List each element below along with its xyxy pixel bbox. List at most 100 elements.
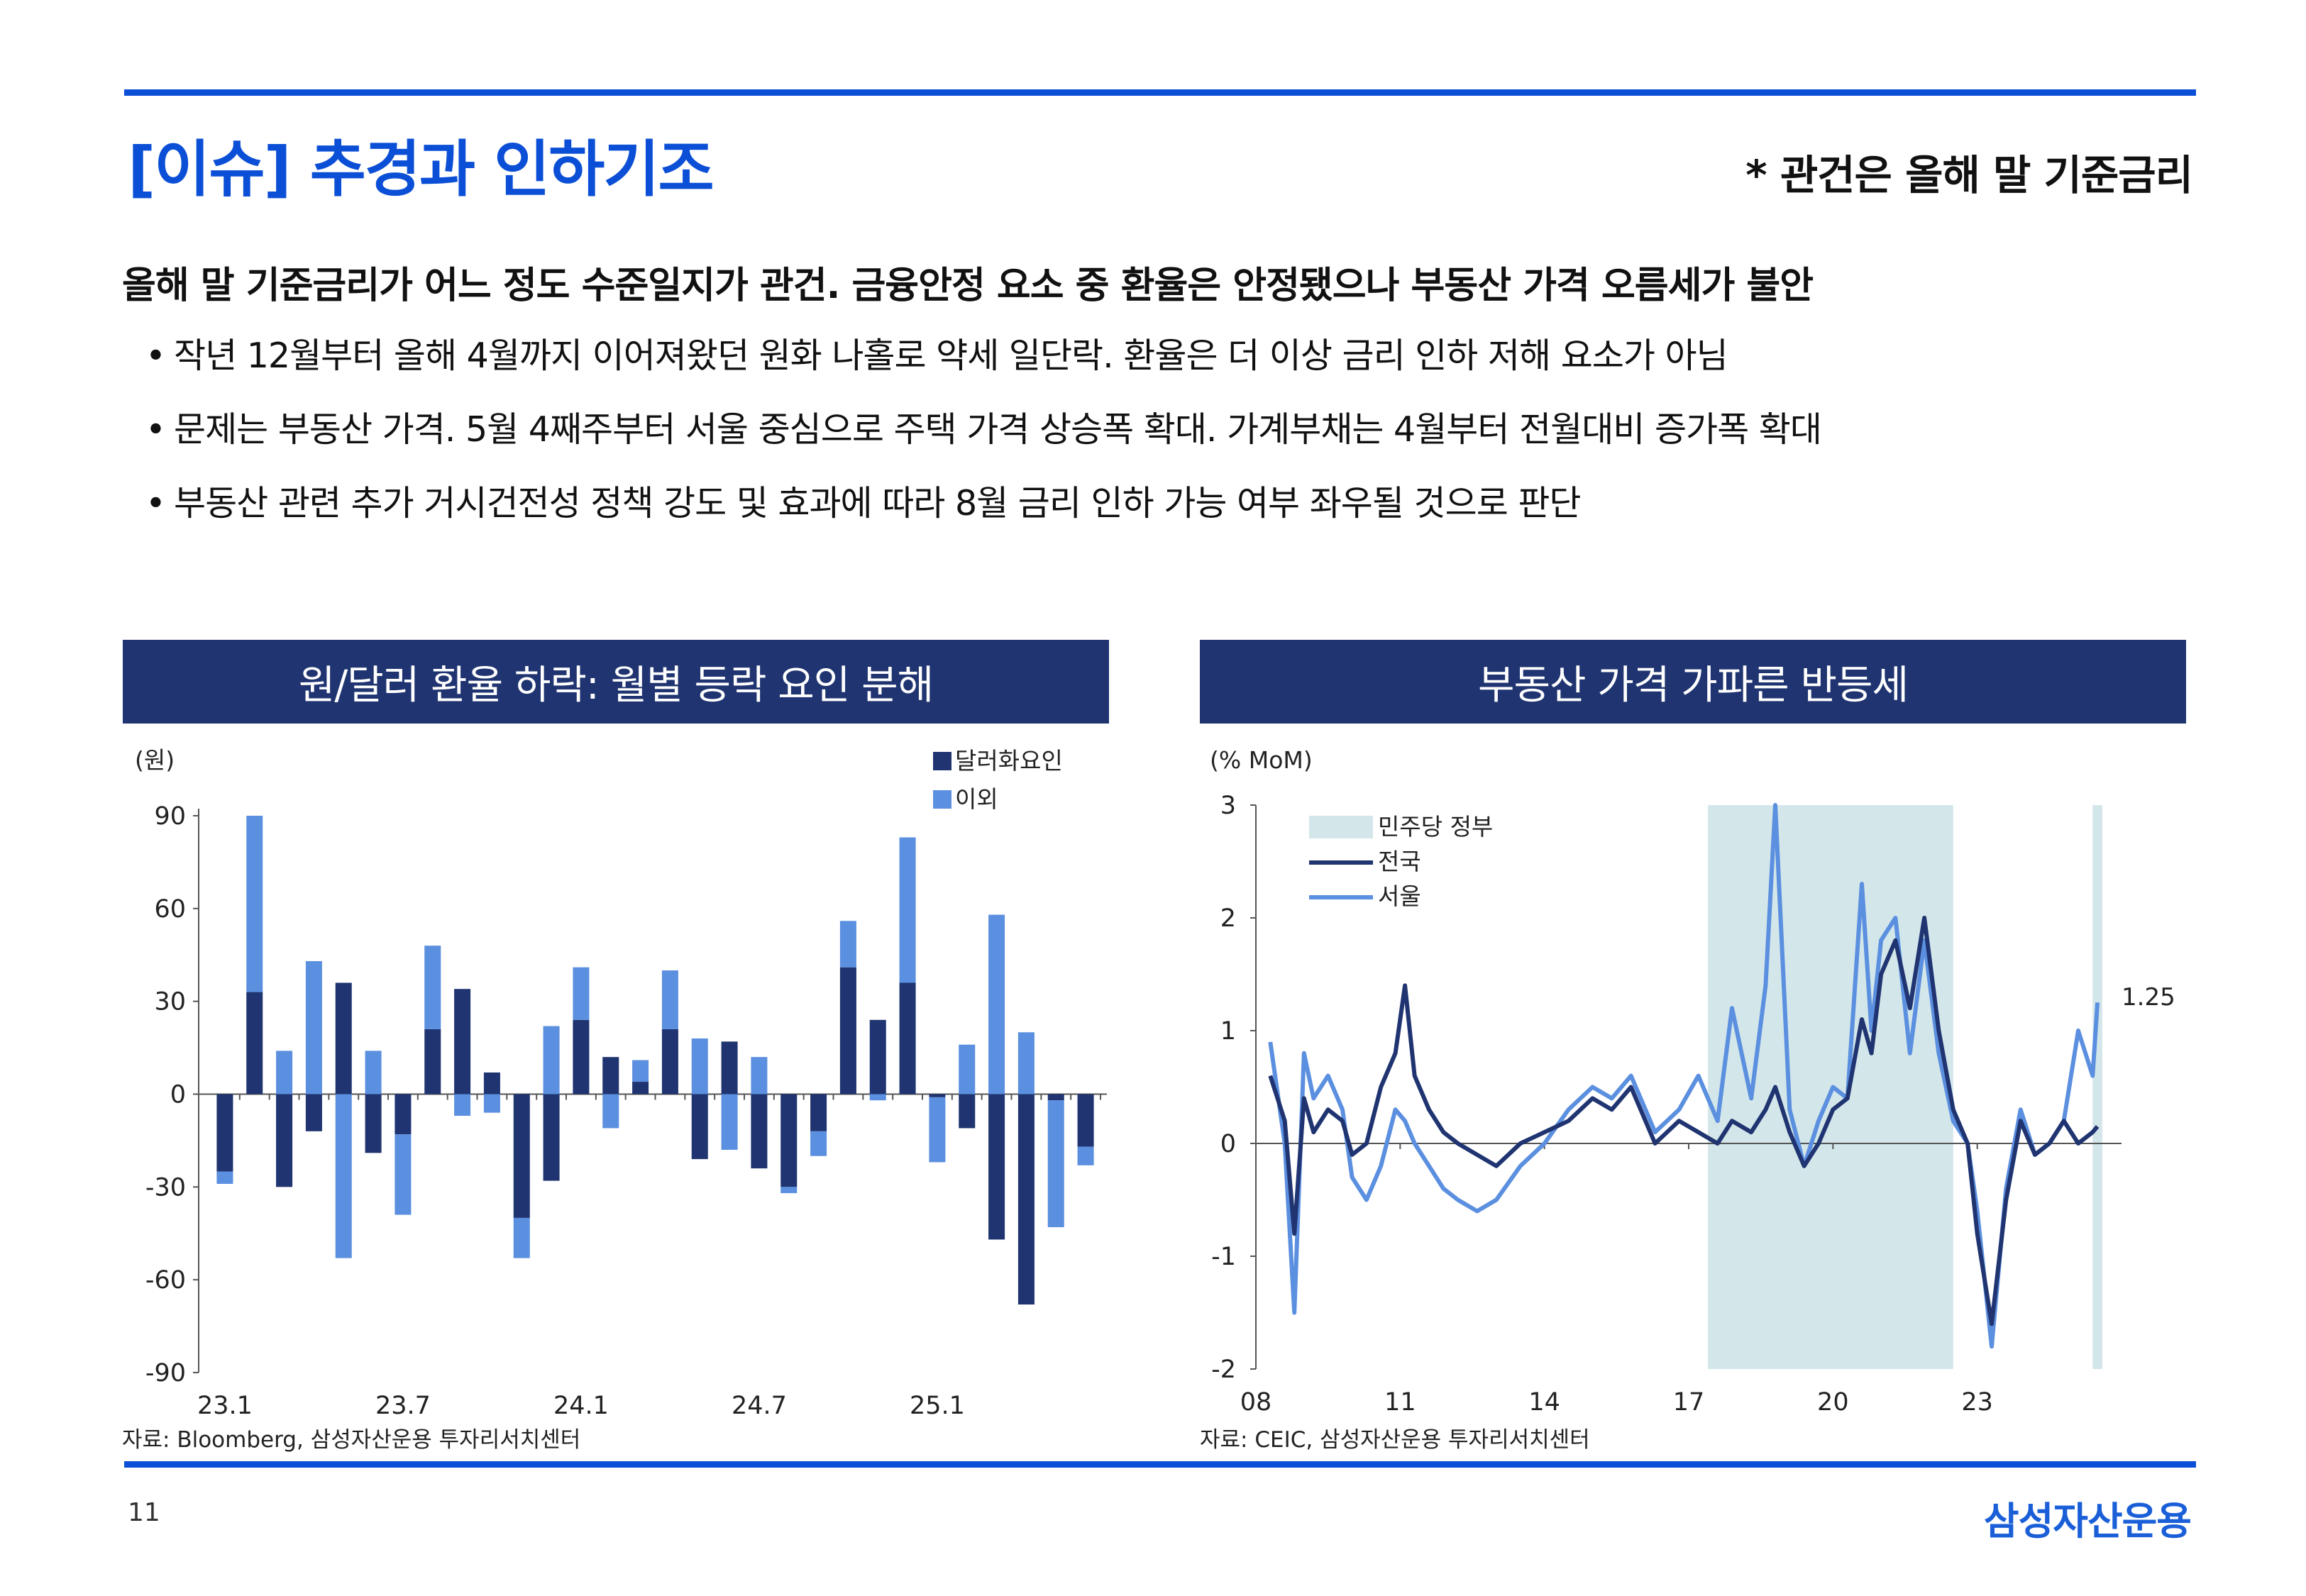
hp-x-tick-label: 11 <box>1384 1388 1416 1417</box>
bullet-text: 문제는 부동산 가격. 5월 4째주부터 서울 중심으로 주택 가격 상승폭 확… <box>174 409 1822 450</box>
fx-bar-other <box>483 1094 500 1113</box>
fx-bar-other <box>246 816 263 992</box>
page-title: [이슈] 추경과 인하기조 <box>128 134 715 205</box>
bottom-rule <box>124 1461 2196 1468</box>
fx-bar-dollar <box>632 1082 649 1095</box>
fx-bar-other <box>632 1060 649 1082</box>
company-logo: 삼성자산운용 <box>1983 1499 2192 1544</box>
fx-bar-other <box>1077 1146 1094 1165</box>
bullet-text: 부동산 관련 추가 거시건전성 정책 강도 및 효과에 따라 8월 금리 인하 … <box>174 483 1582 523</box>
fx-bar-other <box>543 1026 560 1095</box>
fx-bar-dollar <box>929 1094 946 1097</box>
fx-chart-title: 원/달러 환율 하락: 월별 등락 요인 분해 <box>123 640 1109 724</box>
bullet-item: • 부동산 관련 추가 거시건전성 정책 강도 및 효과에 따라 8월 금리 인하… <box>145 475 1821 549</box>
hp-y-tick-label: -1 <box>1211 1243 1236 1271</box>
fx-bar-other <box>869 1094 886 1101</box>
fx-x-tick-label: 25.1 <box>910 1392 965 1419</box>
page-number: 11 <box>128 1498 160 1527</box>
bullet-item: • 작년 12월부터 올해 4월까지 이어져왔던 원화 나홀로 약세 일단락. 환… <box>145 328 1821 401</box>
hp-y-unit: (% MoM) <box>1210 746 1313 774</box>
hp-legend: 민주당 정부 전국 서울 <box>1309 813 1493 910</box>
fx-bar-dollar <box>751 1094 768 1169</box>
fx-y-tick-label: 30 <box>154 988 186 1016</box>
fx-bar-dollar <box>395 1094 412 1135</box>
fx-bar-dollar <box>246 992 263 1095</box>
bullet-icon: • <box>145 483 166 523</box>
hp-y-tick-label: 0 <box>1220 1130 1236 1158</box>
fx-chart-source: 자료: Bloomberg, 삼성자산운용 투자리서치센터 <box>122 1427 581 1453</box>
legend-swatch-dollar <box>933 752 951 770</box>
fx-bar-dollar <box>424 1029 441 1095</box>
fx-bar-other <box>305 960 322 1095</box>
fx-y-tick-label: -60 <box>145 1266 186 1295</box>
fx-bar-dollar <box>543 1094 560 1181</box>
fx-decomposition-chart: (원) 90 60 30 0 -30 -60 -90 23.1 23.7 24.1 24.7 25.… <box>135 746 1107 1419</box>
fx-bar-dollar <box>810 1094 827 1131</box>
housing-chart-source: 자료: CEIC, 삼성자산운용 투자리서치센터 <box>1200 1427 1590 1453</box>
fx-bar-other <box>1047 1100 1064 1228</box>
hp-y-tick-label: -2 <box>1211 1356 1236 1384</box>
fx-bar-dollar <box>305 1094 322 1131</box>
legend-label-dollar: 달러화요인 <box>955 747 1063 775</box>
fx-bar-other <box>395 1134 412 1215</box>
fx-bar-dollar <box>691 1094 708 1160</box>
legend-label-national: 전국 <box>1378 848 1421 875</box>
fx-bar-other <box>216 1171 233 1184</box>
fx-legend: 달러화요인 이외 <box>933 747 1063 813</box>
fx-x-tick-label: 24.1 <box>553 1392 609 1419</box>
bullet-icon: • <box>145 409 166 450</box>
hp-y-tick-label: 2 <box>1220 904 1236 933</box>
fx-y-tick-label: 90 <box>154 802 186 831</box>
page-subtitle: * 관건은 올해 말 기준금리 <box>1745 151 2193 199</box>
fx-bar-other <box>276 1051 293 1095</box>
legend-label-shade: 민주당 정부 <box>1378 813 1493 841</box>
fx-bar-dollar <box>483 1072 500 1095</box>
fx-y-tick-label: 60 <box>154 895 186 924</box>
bullet-icon: • <box>145 336 166 376</box>
hp-x-tick-label: 08 <box>1240 1388 1272 1417</box>
housing-price-chart: (% MoM) 3 2 1 0 -1 -208 11 14 17 20 23 민주당 정부 전국 서… <box>1210 746 2175 1417</box>
fx-bar-other <box>602 1094 619 1129</box>
fx-bar-other <box>1017 1032 1035 1095</box>
fx-bar-other <box>424 946 441 1029</box>
fx-bar-dollar <box>1017 1094 1035 1305</box>
fx-bar-dollar <box>899 982 916 1095</box>
fx-bar-dollar <box>602 1057 619 1095</box>
fx-x-tick-label: 24.7 <box>732 1392 787 1419</box>
fx-bar-dollar <box>573 1019 590 1095</box>
fx-bar-dollar <box>335 982 352 1095</box>
fx-bar-dollar <box>839 967 856 1095</box>
bullet-list: • 작년 12월부터 올해 4월까지 이어져왔던 원화 나홀로 약세 일단락. 환… <box>145 328 1822 549</box>
fx-bar-other <box>573 967 590 1020</box>
hp-shaded-period <box>1708 805 1953 1369</box>
hp-shaded-period <box>2092 805 2102 1369</box>
housing-chart-title: 부동산 가격 가파른 반등세 <box>1200 640 2186 724</box>
fx-bar-dollar <box>513 1094 530 1218</box>
fx-bar-other <box>513 1217 530 1258</box>
seoul-end-label: 1.25 <box>2122 983 2175 1012</box>
fx-bar-other <box>454 1094 471 1116</box>
fx-y-tick-label: 0 <box>170 1081 186 1109</box>
fx-bar-other <box>929 1097 946 1163</box>
legend-swatch-shade <box>1309 816 1373 838</box>
fx-bar-dollar <box>1047 1094 1064 1101</box>
legend-label-seoul: 서울 <box>1378 882 1421 910</box>
fx-bar-other <box>839 921 856 968</box>
fx-y-unit: (원) <box>135 746 175 774</box>
fx-bar-other <box>780 1187 798 1194</box>
legend-label-other: 이외 <box>955 785 998 813</box>
fx-y-tick-label: -30 <box>145 1173 186 1202</box>
fx-bar-dollar <box>365 1094 382 1153</box>
fx-bar-other <box>988 914 1005 1095</box>
legend-swatch-other <box>933 790 951 809</box>
fx-bar-other <box>721 1094 738 1150</box>
hp-line-national <box>1268 916 2100 1326</box>
fx-bar-other <box>899 837 916 983</box>
fx-x-tick-label: 23.7 <box>375 1392 431 1419</box>
fx-bar-dollar <box>869 1019 886 1095</box>
hp-x-tick-label: 20 <box>1817 1388 1849 1417</box>
fx-bar-dollar <box>276 1094 293 1187</box>
fx-bar-dollar <box>216 1094 233 1172</box>
fx-bar-other <box>959 1044 976 1095</box>
fx-bar-other <box>335 1094 352 1258</box>
